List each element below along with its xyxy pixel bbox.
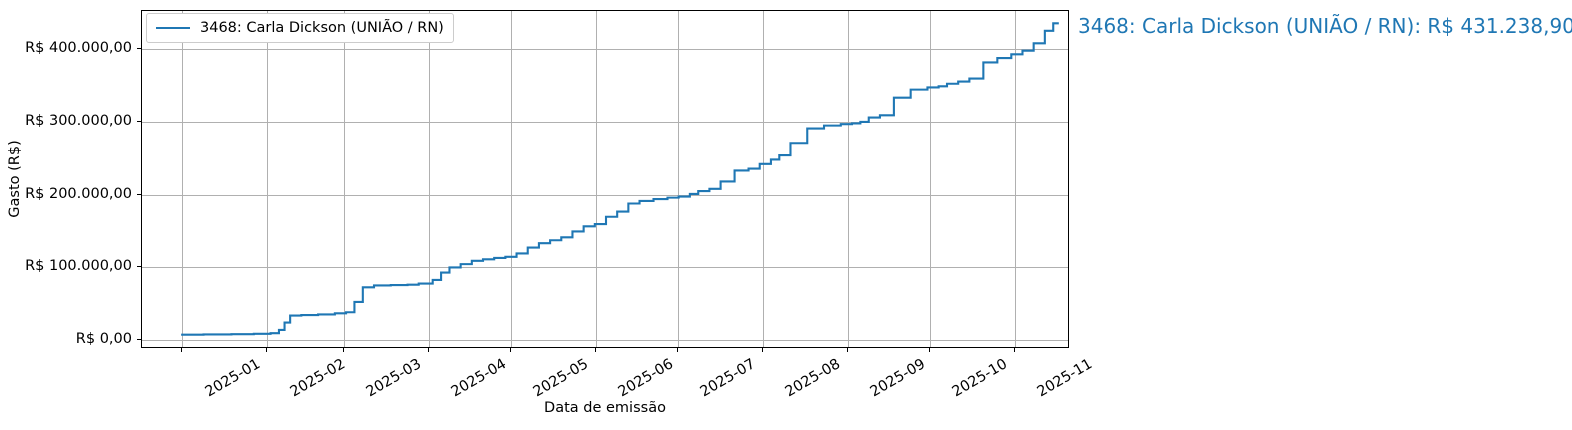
plot-area (141, 10, 1069, 348)
x-tick-label: 2025-01 (202, 356, 264, 401)
gridline-horizontal (142, 122, 1068, 123)
gridline-vertical (182, 11, 183, 347)
x-tick-label: 2025-11 (1034, 356, 1096, 401)
x-tick-mark (181, 348, 182, 352)
y-tick-label: R$ 300.000,00 (25, 113, 132, 129)
x-tick-label: 2025-06 (615, 356, 677, 401)
gridline-vertical (511, 11, 512, 347)
y-tick-mark (137, 266, 141, 267)
x-tick-mark (428, 348, 429, 352)
gridline-vertical (930, 11, 931, 347)
y-tick-mark (137, 121, 141, 122)
legend-label: 3468: Carla Dickson (UNIÃO / RN) (200, 20, 444, 36)
gridline-vertical (267, 11, 268, 347)
series-line-carla-dickson (181, 22, 1059, 336)
y-tick-label: R$ 100.000,00 (25, 258, 132, 274)
chart-legend: 3468: Carla Dickson (UNIÃO / RN) (146, 13, 454, 43)
x-tick-mark (929, 348, 930, 352)
x-tick-label: 2025-10 (949, 356, 1011, 401)
gridline-vertical (678, 11, 679, 347)
y-tick-label: R$ 400.000,00 (25, 40, 132, 56)
y-tick-label: R$ 0,00 (75, 331, 132, 347)
gridline-horizontal (142, 49, 1068, 50)
x-tick-mark (677, 348, 678, 352)
gridline-vertical (344, 11, 345, 347)
x-tick-mark (595, 348, 596, 352)
gridline-horizontal (142, 340, 1068, 341)
x-tick-label: 2025-05 (530, 356, 592, 401)
x-tick-mark (510, 348, 511, 352)
gridline-vertical (763, 11, 764, 347)
x-tick-label: 2025-08 (782, 356, 844, 401)
series-canvas (181, 22, 1059, 336)
gridline-horizontal (142, 267, 1068, 268)
x-tick-mark (266, 348, 267, 352)
x-tick-label: 2025-02 (287, 356, 349, 401)
x-tick-label: 2025-09 (867, 356, 929, 401)
x-tick-label: 2025-04 (448, 356, 510, 401)
gridline-vertical (429, 11, 430, 347)
x-axis-label: Data de emissão (544, 400, 666, 416)
y-tick-mark (137, 194, 141, 195)
x-tick-label: 2025-03 (363, 356, 425, 401)
gridline-vertical (848, 11, 849, 347)
y-tick-mark (137, 48, 141, 49)
x-tick-mark (343, 348, 344, 352)
y-tick-mark (137, 339, 141, 340)
y-tick-label: R$ 200.000,00 (25, 186, 132, 202)
x-tick-mark (762, 348, 763, 352)
gridline-vertical (596, 11, 597, 347)
x-tick-mark (1014, 348, 1015, 352)
y-axis-label: Gasto (R$) (7, 140, 23, 218)
x-tick-label: 2025-07 (697, 356, 759, 401)
gridline-vertical (1015, 11, 1016, 347)
gridline-horizontal (142, 195, 1068, 196)
chart-side-title: 3468: Carla Dickson (UNIÃO / RN): R$ 431… (1078, 14, 1572, 38)
x-tick-mark (847, 348, 848, 352)
legend-color-swatch (156, 27, 190, 29)
